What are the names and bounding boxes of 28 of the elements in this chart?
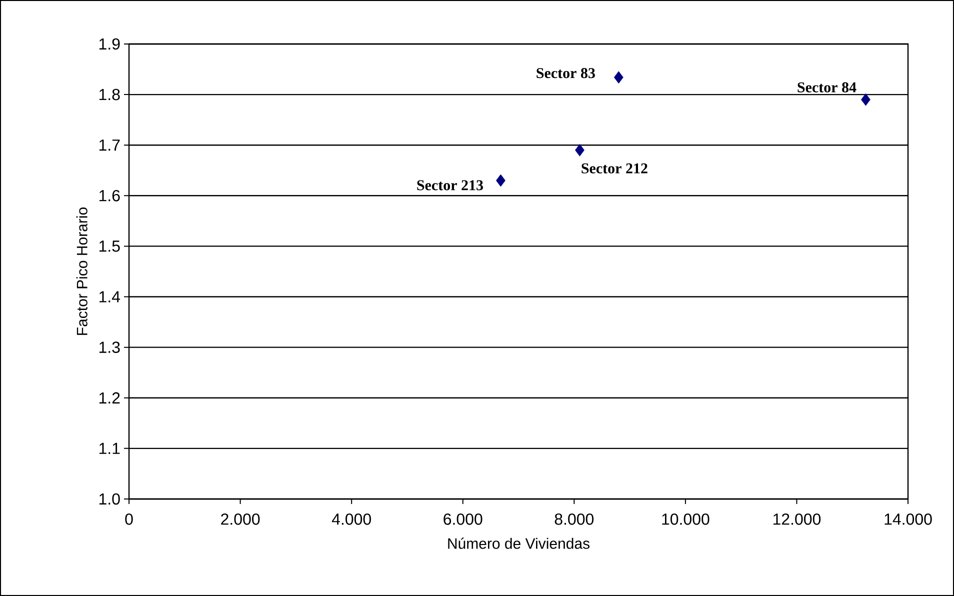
x-tick-label: 6.000 bbox=[444, 514, 482, 525]
x-tick-label: 8.000 bbox=[554, 514, 594, 525]
x-tick-label: 10.000 bbox=[662, 514, 710, 525]
x-tick-label: 2.000 bbox=[221, 514, 260, 525]
x-tick-label: 14.000 bbox=[884, 514, 932, 525]
point bbox=[614, 71, 624, 84]
y-tick-label: 1.8 bbox=[99, 88, 120, 100]
point bbox=[496, 174, 506, 187]
x-tick-label: 4.000 bbox=[332, 514, 371, 525]
y-tick-label: 1.5 bbox=[99, 240, 120, 252]
x-tick-label: 12.000 bbox=[773, 514, 821, 525]
point bbox=[575, 144, 584, 156]
y-axis-title: Factor Pico Horario bbox=[76, 208, 88, 335]
point bbox=[861, 93, 870, 106]
y-tick-label: 1.4 bbox=[99, 291, 120, 302]
y-tick-label: 1.7 bbox=[99, 140, 120, 151]
y-tick-label: 1.2 bbox=[99, 392, 120, 404]
annotation: Sector 83 bbox=[536, 68, 595, 78]
y-tick-label: 1.0 bbox=[99, 493, 120, 505]
annotation: Sector 213 bbox=[417, 180, 483, 190]
y-tick-label: 1.6 bbox=[99, 190, 120, 202]
annotation: Sector 84 bbox=[798, 82, 856, 92]
x-tick-label: 0 bbox=[125, 514, 133, 525]
y-tick-label: 1.3 bbox=[99, 342, 120, 353]
x-axis-title: Número de Viviendas bbox=[448, 538, 590, 549]
annotation: Sector 212 bbox=[582, 163, 648, 174]
y-tick-label: 1.1 bbox=[99, 442, 120, 454]
y-tick-label: 1.9 bbox=[99, 38, 120, 50]
